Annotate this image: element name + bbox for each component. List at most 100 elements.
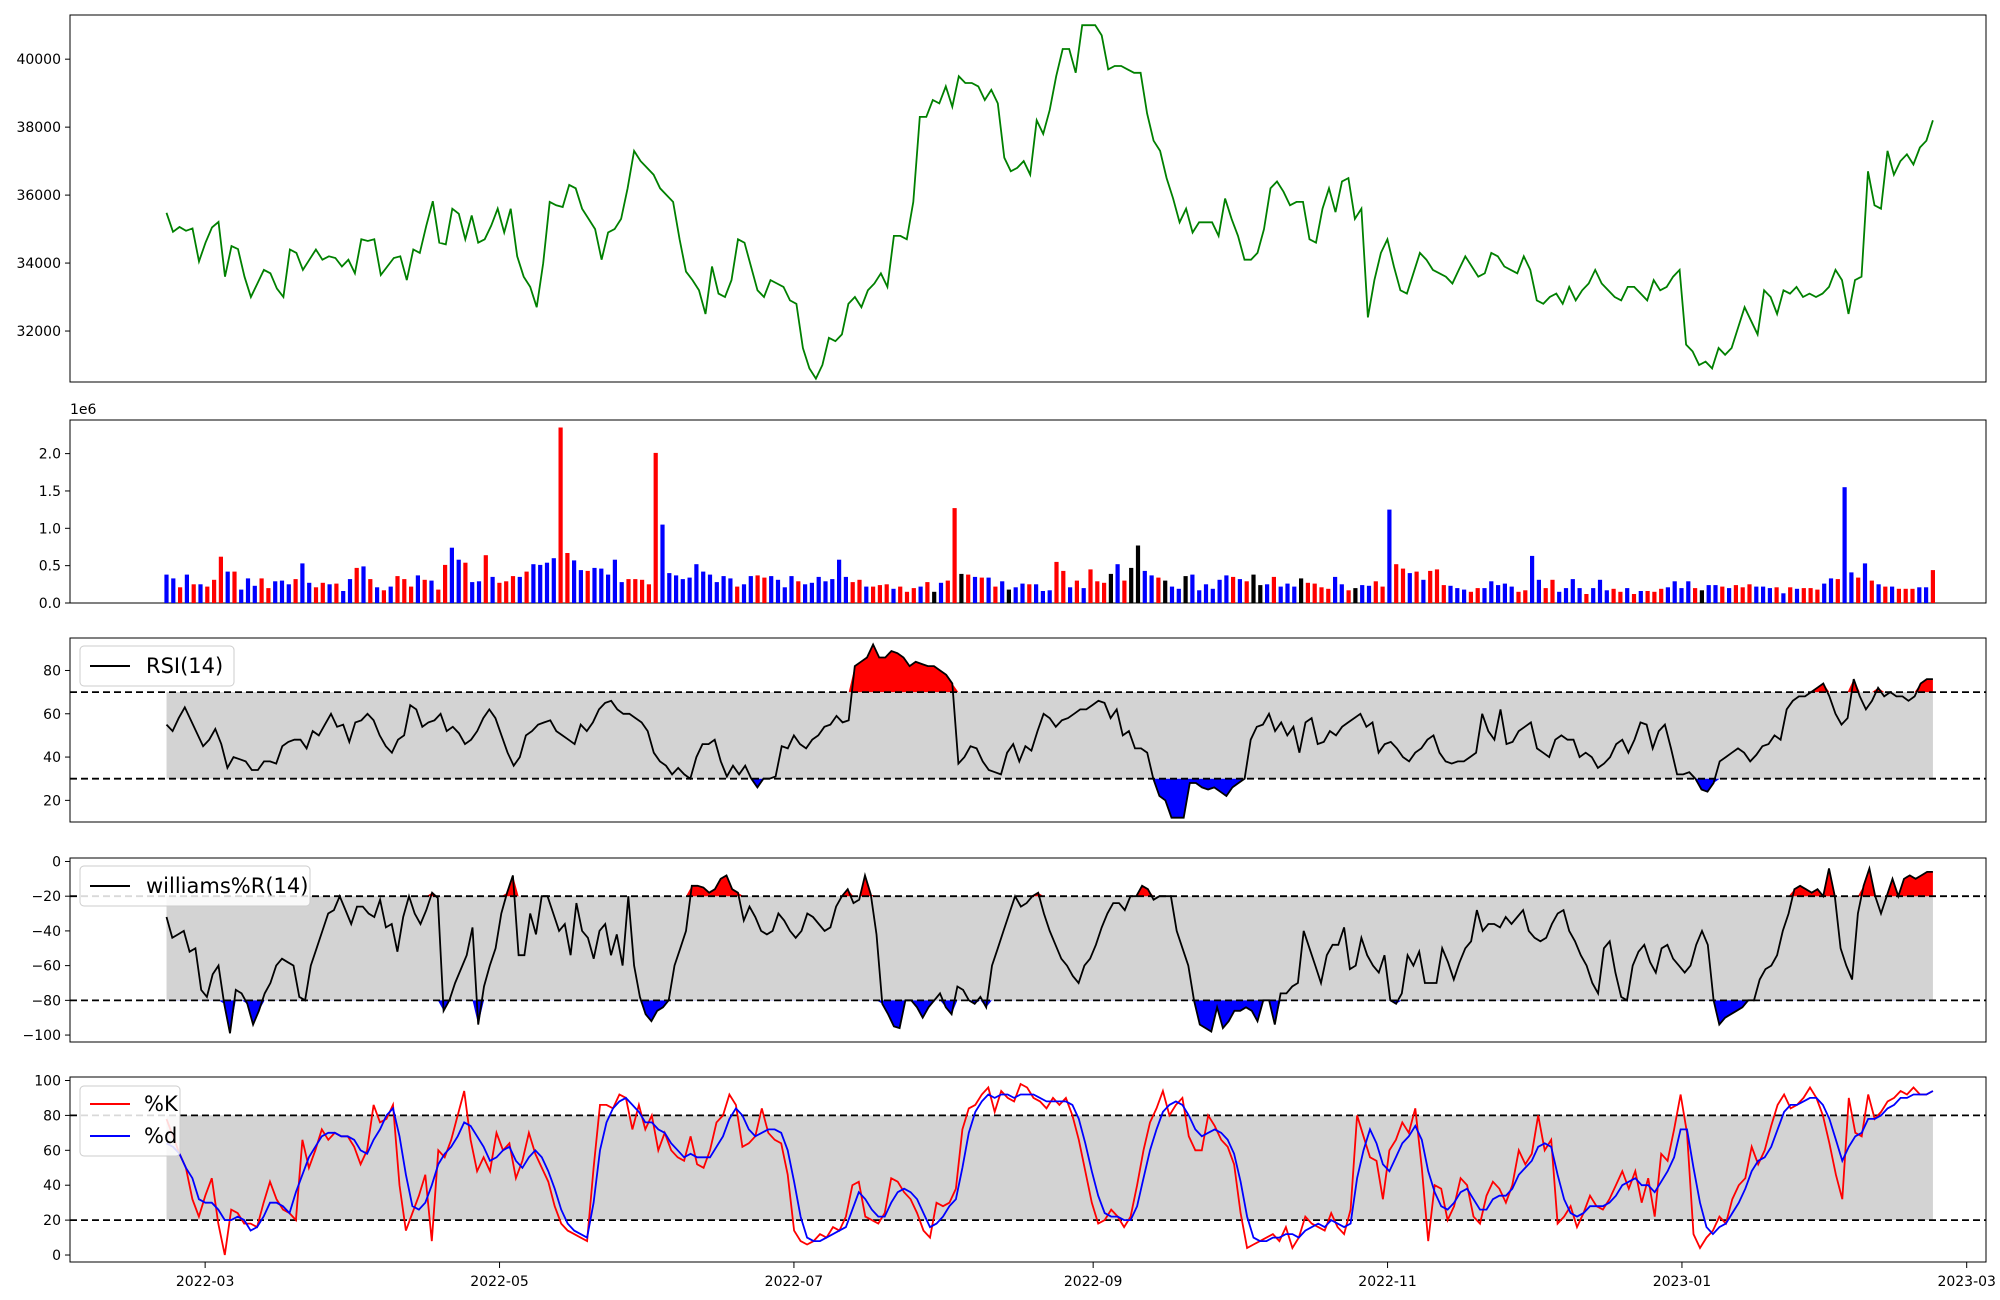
volume-bar (490, 576, 495, 603)
volume-bar (1699, 590, 1704, 603)
williams-r-line (165, 864, 1933, 1034)
volume-bar (402, 579, 407, 603)
volume-bar (959, 573, 964, 603)
volume-bar (1353, 588, 1358, 603)
volume-bar (1047, 590, 1052, 603)
volume-bar (986, 577, 991, 603)
y-tick-label: 40000 (16, 52, 61, 68)
volume-bar (1251, 574, 1256, 603)
volume-bar (1292, 586, 1297, 603)
volume-bar (497, 582, 502, 603)
volume-bar (1876, 584, 1881, 603)
volume-bar (1224, 575, 1229, 603)
y-tick-label: 0.5 (39, 559, 61, 575)
volume-bar (232, 571, 237, 603)
plot-layer: 0 20 40 60 80 100 (34, 1073, 1987, 1264)
volume-bar (809, 582, 814, 603)
volume-bar (803, 584, 808, 603)
volume-bar (1183, 576, 1188, 603)
volume-bar (714, 582, 719, 603)
y-tick-label: 2.0 (39, 447, 61, 463)
volume-bar (925, 582, 930, 603)
volume-bar (1930, 570, 1935, 603)
volume-bar (1530, 555, 1535, 603)
plot-layer: 32000 34000 36000 38000 40000 (16, 14, 1987, 383)
volume-bar (198, 584, 203, 603)
volume-bar (1842, 487, 1847, 603)
volume-bar (1794, 588, 1800, 603)
volume-bar (1244, 581, 1249, 603)
volume-bar (1271, 576, 1276, 603)
volume-bar (436, 589, 441, 603)
rsi-line (165, 642, 1933, 819)
williams-r-panel: −100 −80 −60 −40 −20 0 williams%R(14) (23, 854, 1987, 1044)
volume-bar (721, 576, 726, 603)
volume-bar (538, 564, 543, 603)
volume-bar (1604, 590, 1609, 603)
volume-bar (1754, 586, 1759, 603)
volume-bar (1129, 567, 1134, 603)
plot-layer: 0.0 0.5 1.0 1.5 2.0 (39, 419, 1987, 612)
volume-bar (1645, 591, 1650, 603)
volume-bar (1577, 588, 1582, 603)
y-tick-label: 20 (43, 793, 61, 809)
volume-bar (381, 590, 386, 603)
y-tick-label: 20 (43, 1213, 61, 1229)
volume-bar (1516, 591, 1521, 603)
volume-bar (565, 553, 570, 603)
volume-bar (667, 573, 672, 603)
volume-bar (701, 571, 706, 603)
volume-bar (1000, 581, 1005, 603)
volume-bar (755, 575, 760, 603)
y-tick-label: 0 (52, 854, 61, 870)
volume-panel: 0.0 0.5 1.0 1.5 2.0 1e6 (39, 402, 1987, 612)
volume-bar (864, 586, 869, 603)
volume-bar (687, 577, 692, 603)
volume-bar (1611, 588, 1616, 603)
y-tick-label: 60 (43, 1143, 61, 1159)
volume-bar (354, 567, 359, 603)
volume-bar (184, 574, 189, 603)
axes-frame (69, 1076, 1987, 1263)
volume-bar (1720, 586, 1725, 603)
volume-bar (1095, 581, 1100, 603)
volume-bar (640, 579, 645, 603)
volume-bar (1040, 591, 1045, 603)
y-tick-label: 34000 (16, 256, 61, 272)
y-tick-label: 40 (43, 750, 61, 766)
volume-bar (1006, 589, 1011, 603)
volume-bar (1163, 580, 1168, 603)
volume-bar (558, 427, 563, 603)
volume-bar (1258, 585, 1263, 603)
volume-bar (789, 576, 794, 603)
volume-bar (782, 587, 787, 603)
volume-bar (1727, 588, 1732, 603)
volume-bar (1034, 584, 1039, 603)
volume-bar (823, 581, 828, 603)
volume-bar (1496, 585, 1501, 603)
volume-bar (388, 586, 393, 603)
volume-bar (259, 578, 264, 603)
neutral-band (166, 896, 1933, 1001)
axes-frame (69, 857, 1987, 1043)
volume-bar (1414, 571, 1419, 603)
volume-bar (1917, 587, 1922, 603)
volume-bar (1190, 574, 1195, 603)
volume-bar (1536, 579, 1541, 603)
volume-bar (504, 581, 509, 603)
volume-bar (1903, 588, 1908, 603)
volume-bar (1631, 594, 1637, 603)
volume-bar (320, 582, 325, 603)
volume-bar (483, 555, 488, 603)
volume-bar (429, 580, 434, 603)
d-line (166, 1090, 1934, 1242)
volume-bar (891, 588, 896, 603)
volume-bar (606, 574, 611, 603)
volume-bar (1550, 579, 1555, 603)
volume-bar (524, 571, 529, 603)
volume-bar (1468, 591, 1473, 603)
y-tick-label: 32000 (16, 324, 61, 340)
volume-bar (1693, 588, 1698, 603)
volume-bar (449, 547, 454, 603)
volume-bar (1210, 588, 1215, 603)
